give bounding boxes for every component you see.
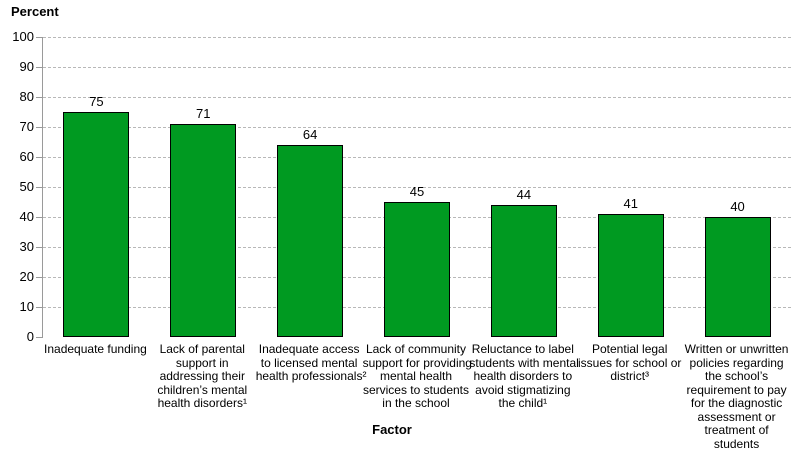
y-axis-tick — [36, 37, 43, 38]
y-tick-label: 60 — [19, 149, 34, 164]
bar-value-label: 71 — [196, 106, 211, 121]
bar-value-label: 40 — [730, 199, 745, 214]
y-axis-tick — [36, 187, 43, 188]
bar — [490, 205, 557, 337]
y-tick-label: 80 — [19, 89, 34, 104]
bar — [277, 145, 344, 337]
y-tick-label: 100 — [12, 29, 34, 44]
plot-area: 75 71 64 45 44 41 40 — [36, 37, 791, 338]
y-axis-tick — [36, 97, 43, 98]
x-tick-label: Lack of parental support in addressing t… — [157, 342, 248, 410]
bar — [383, 202, 450, 337]
gridline — [43, 37, 791, 38]
y-axis-tick-labels: 100 90 80 70 60 50 40 30 20 10 0 — [0, 30, 34, 344]
x-tick-label: Inadequate funding — [44, 342, 147, 356]
bar-group: 41 — [577, 37, 684, 337]
bar-value-label: 41 — [623, 196, 638, 211]
bar-value-label: 64 — [302, 127, 318, 142]
bar-group: 75 — [43, 37, 150, 337]
bar — [704, 217, 771, 337]
x-tick-label: Reluctance to label students with mental… — [469, 342, 579, 410]
gridline — [43, 157, 791, 158]
bar-value-label: 45 — [409, 184, 425, 199]
y-tick-label: 40 — [19, 209, 34, 224]
bar-group: 71 — [150, 37, 257, 337]
y-tick-label: 30 — [19, 239, 34, 254]
y-tick-label: 50 — [19, 179, 34, 194]
y-axis-tick — [36, 127, 43, 128]
y-axis-tick — [36, 67, 43, 68]
bar-group: 45 — [364, 37, 471, 337]
gridline — [43, 97, 791, 98]
y-tick-label: 0 — [26, 329, 34, 344]
y-tick-label: 70 — [19, 119, 34, 134]
x-axis-tick-labels: Inadequate funding Lack of parental supp… — [42, 342, 790, 452]
y-axis-tick — [36, 307, 43, 308]
bar-value-label: 75 — [89, 94, 104, 109]
x-tick-label: Written or unwritten policies regarding … — [684, 342, 789, 451]
bar-group: 64 — [257, 37, 364, 337]
bar — [597, 214, 664, 337]
bar-value-label: 44 — [516, 187, 532, 202]
y-axis-tick — [36, 277, 43, 278]
gridline — [43, 127, 791, 128]
bar-group: 44 — [470, 37, 577, 337]
y-tick-label: 20 — [19, 269, 34, 284]
bar — [63, 112, 130, 337]
y-tick-label: 90 — [19, 59, 34, 74]
y-tick-label: 10 — [19, 299, 34, 314]
y-axis-tick — [36, 337, 43, 338]
x-tick-label: Potential legal issues for school or dis… — [578, 342, 682, 383]
x-tick-label: Inadequate access to licensed mental hea… — [255, 342, 367, 383]
gridline — [43, 67, 791, 68]
x-tick-label: Lack of community support for providing … — [362, 342, 472, 410]
bar — [170, 124, 237, 337]
y-axis-tick — [36, 247, 43, 248]
y-axis-title: Percent — [11, 4, 59, 19]
y-axis-tick — [36, 157, 43, 158]
y-axis-tick — [36, 217, 43, 218]
x-axis-title: Factor — [372, 422, 412, 437]
bar-group: 40 — [684, 37, 791, 337]
gridline — [43, 187, 791, 188]
